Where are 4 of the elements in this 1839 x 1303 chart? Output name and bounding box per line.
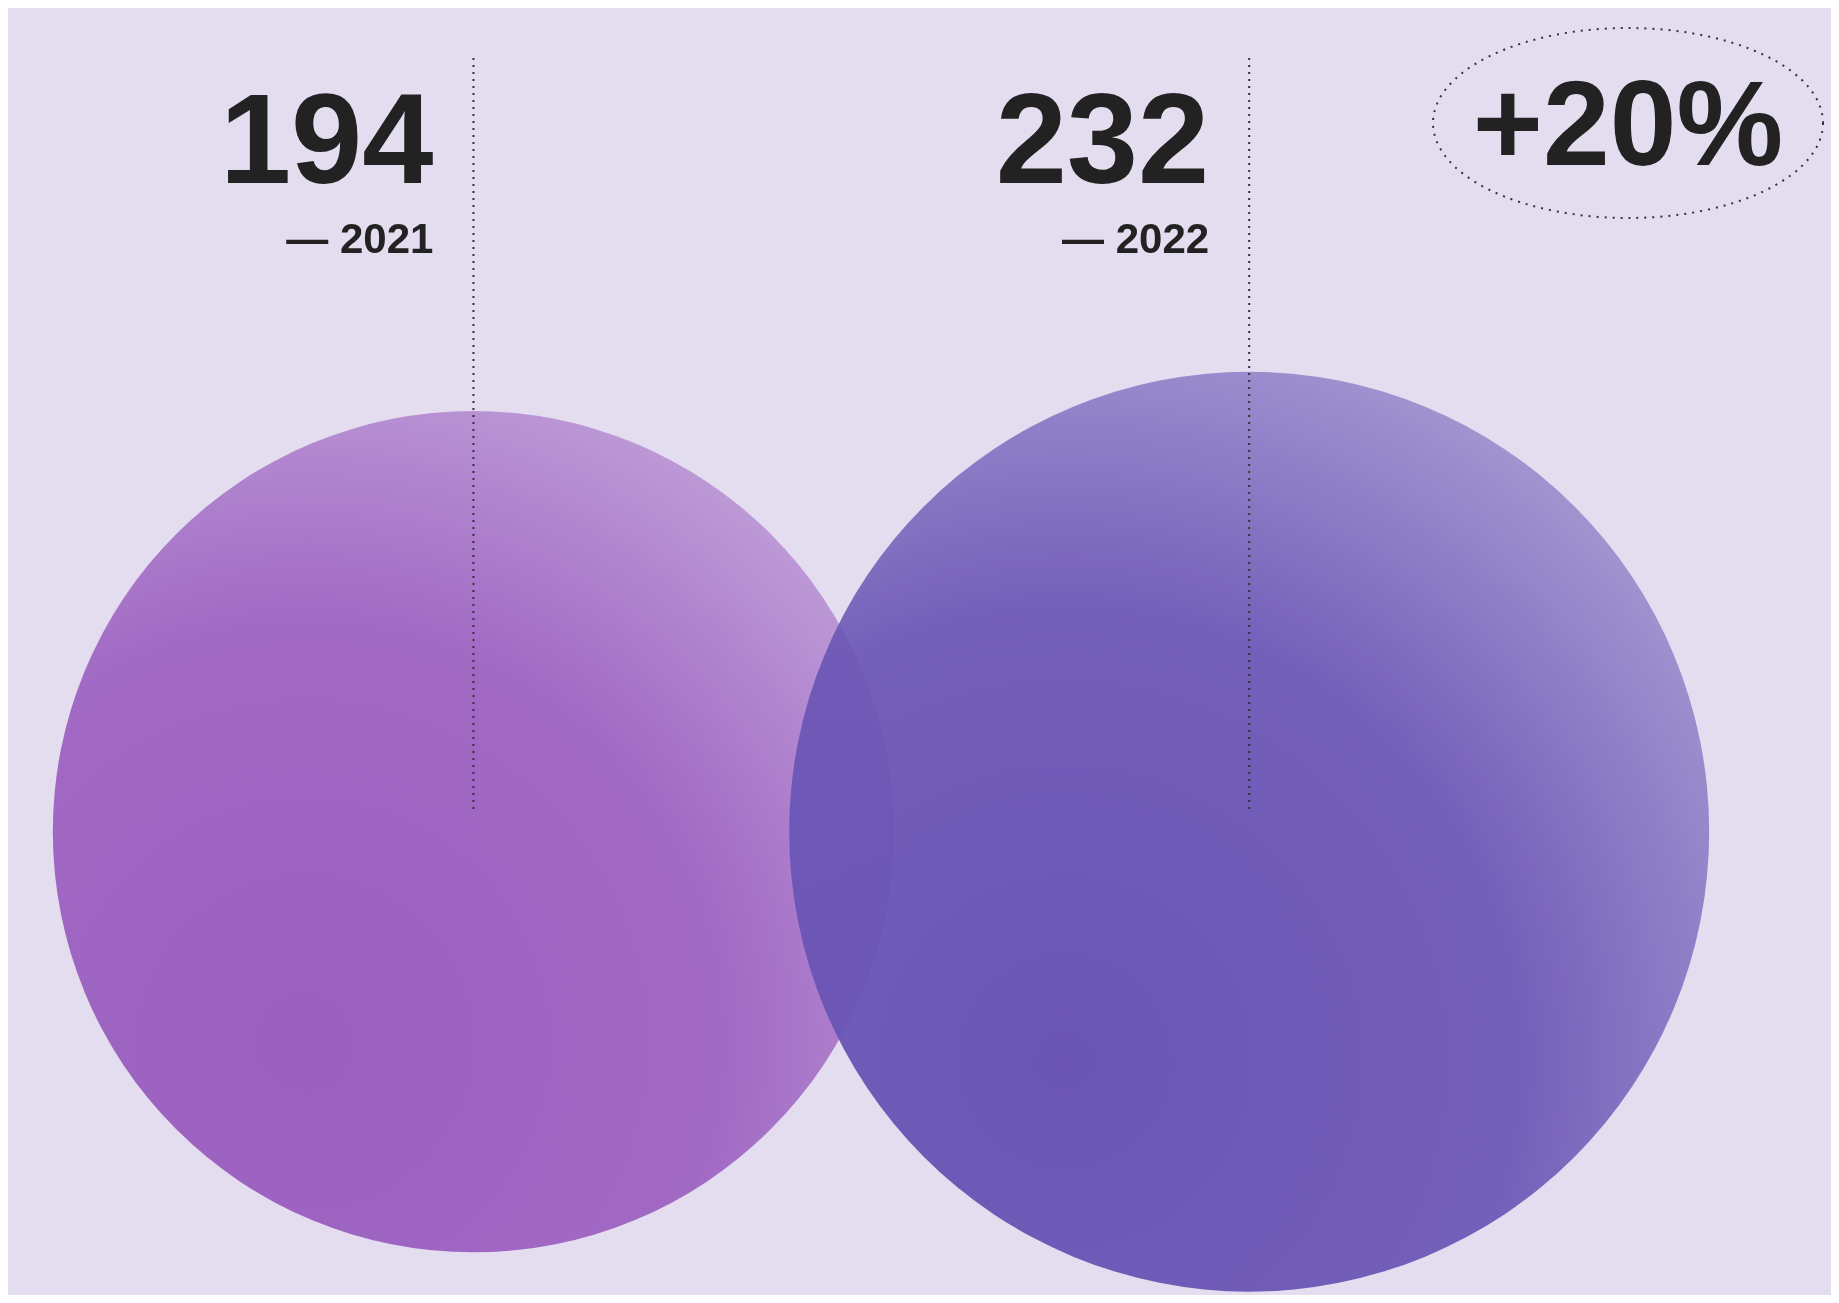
data-label: 232 <box>995 67 1210 210</box>
category-label: — 2021 <box>286 215 434 262</box>
data-label: 194 <box>219 67 434 210</box>
category-label: — 2022 <box>1062 215 1210 262</box>
